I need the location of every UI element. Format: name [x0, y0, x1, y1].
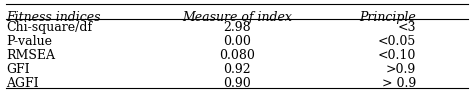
Text: 0.00: 0.00	[223, 35, 251, 48]
Text: >0.9: >0.9	[386, 63, 416, 76]
Text: > 0.9: > 0.9	[382, 76, 416, 89]
Text: RMSEA: RMSEA	[6, 49, 55, 62]
Text: 0.90: 0.90	[223, 76, 251, 89]
Text: 0.92: 0.92	[223, 63, 251, 76]
Text: 0.080: 0.080	[219, 49, 255, 62]
Text: Principle: Principle	[359, 11, 416, 24]
Text: P-value: P-value	[6, 35, 52, 48]
Text: 2.98: 2.98	[223, 21, 251, 34]
Text: AGFI: AGFI	[6, 76, 39, 89]
Text: GFI: GFI	[6, 63, 30, 76]
Text: <0.10: <0.10	[378, 49, 416, 62]
Text: Fitness indices: Fitness indices	[6, 11, 100, 24]
Text: Chi-square/df: Chi-square/df	[6, 21, 92, 34]
Text: <3: <3	[398, 21, 416, 34]
Text: Measure of index: Measure of index	[182, 11, 292, 24]
Text: <0.05: <0.05	[378, 35, 416, 48]
